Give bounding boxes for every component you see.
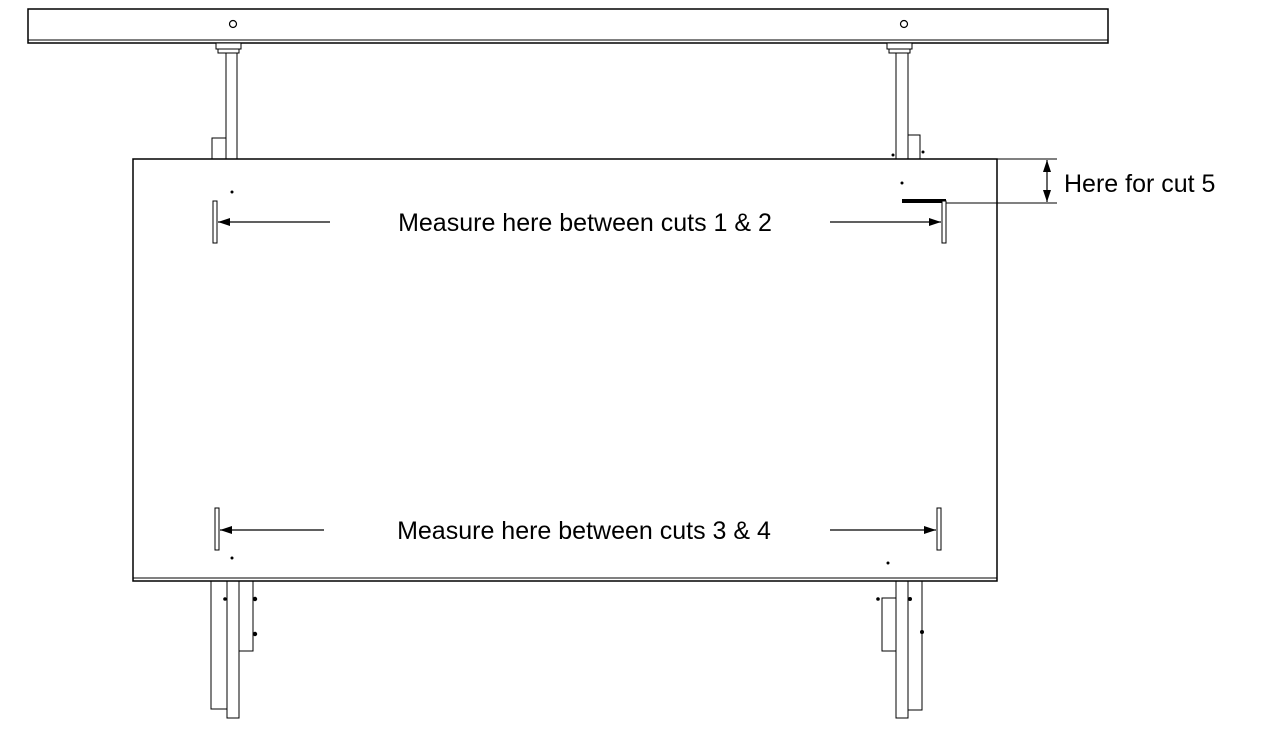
left-lower-post xyxy=(210,580,258,719)
label-cut-5: Here for cut 5 xyxy=(1064,170,1215,198)
label-cuts-3-4: Measure here between cuts 3 & 4 xyxy=(397,517,771,545)
left-upper-post xyxy=(211,42,242,161)
dimension-cut-5: Here for cut 5 xyxy=(946,158,1215,204)
top-rail xyxy=(27,8,1109,44)
main-panel xyxy=(132,158,998,582)
dimension-cuts-1-2: Measure here between cuts 1 & 2 xyxy=(218,209,941,237)
top-right-bracket xyxy=(902,199,947,244)
bottom-right-bracket xyxy=(936,507,942,551)
top-left-bracket xyxy=(212,200,218,244)
label-cuts-1-2: Measure here between cuts 1 & 2 xyxy=(398,209,772,237)
bottom-left-bracket xyxy=(214,507,220,551)
dimension-cuts-3-4: Measure here between cuts 3 & 4 xyxy=(220,517,936,545)
right-upper-post xyxy=(886,42,925,161)
right-lower-post xyxy=(876,580,924,719)
